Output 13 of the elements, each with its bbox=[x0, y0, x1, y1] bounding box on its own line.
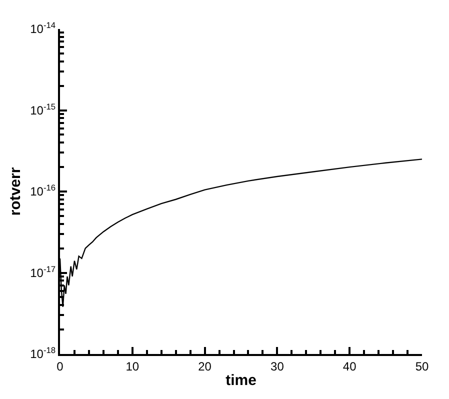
y-tick-label: 10$^{-16}$ bbox=[30, 182, 56, 199]
y-tick-label: 10$^{-15}$ bbox=[30, 101, 56, 118]
x-tick-label: 30 bbox=[270, 359, 284, 374]
y-tick-label: 10$^{-18}$ bbox=[30, 345, 56, 362]
x-tick-label: 0 bbox=[56, 359, 64, 374]
x-tick-label: 20 bbox=[198, 359, 212, 374]
y-tick-label: 10$^{-14}$ bbox=[30, 20, 56, 36]
x-tick-label: 10 bbox=[126, 359, 140, 374]
x-tick-label: 40 bbox=[342, 359, 357, 374]
x-tick-label: 50 bbox=[415, 359, 429, 374]
x-axis-title: time bbox=[226, 372, 256, 389]
y-tick-label: 10$^{-17}$ bbox=[30, 264, 56, 280]
y-axis-title: rotverr bbox=[6, 167, 24, 216]
